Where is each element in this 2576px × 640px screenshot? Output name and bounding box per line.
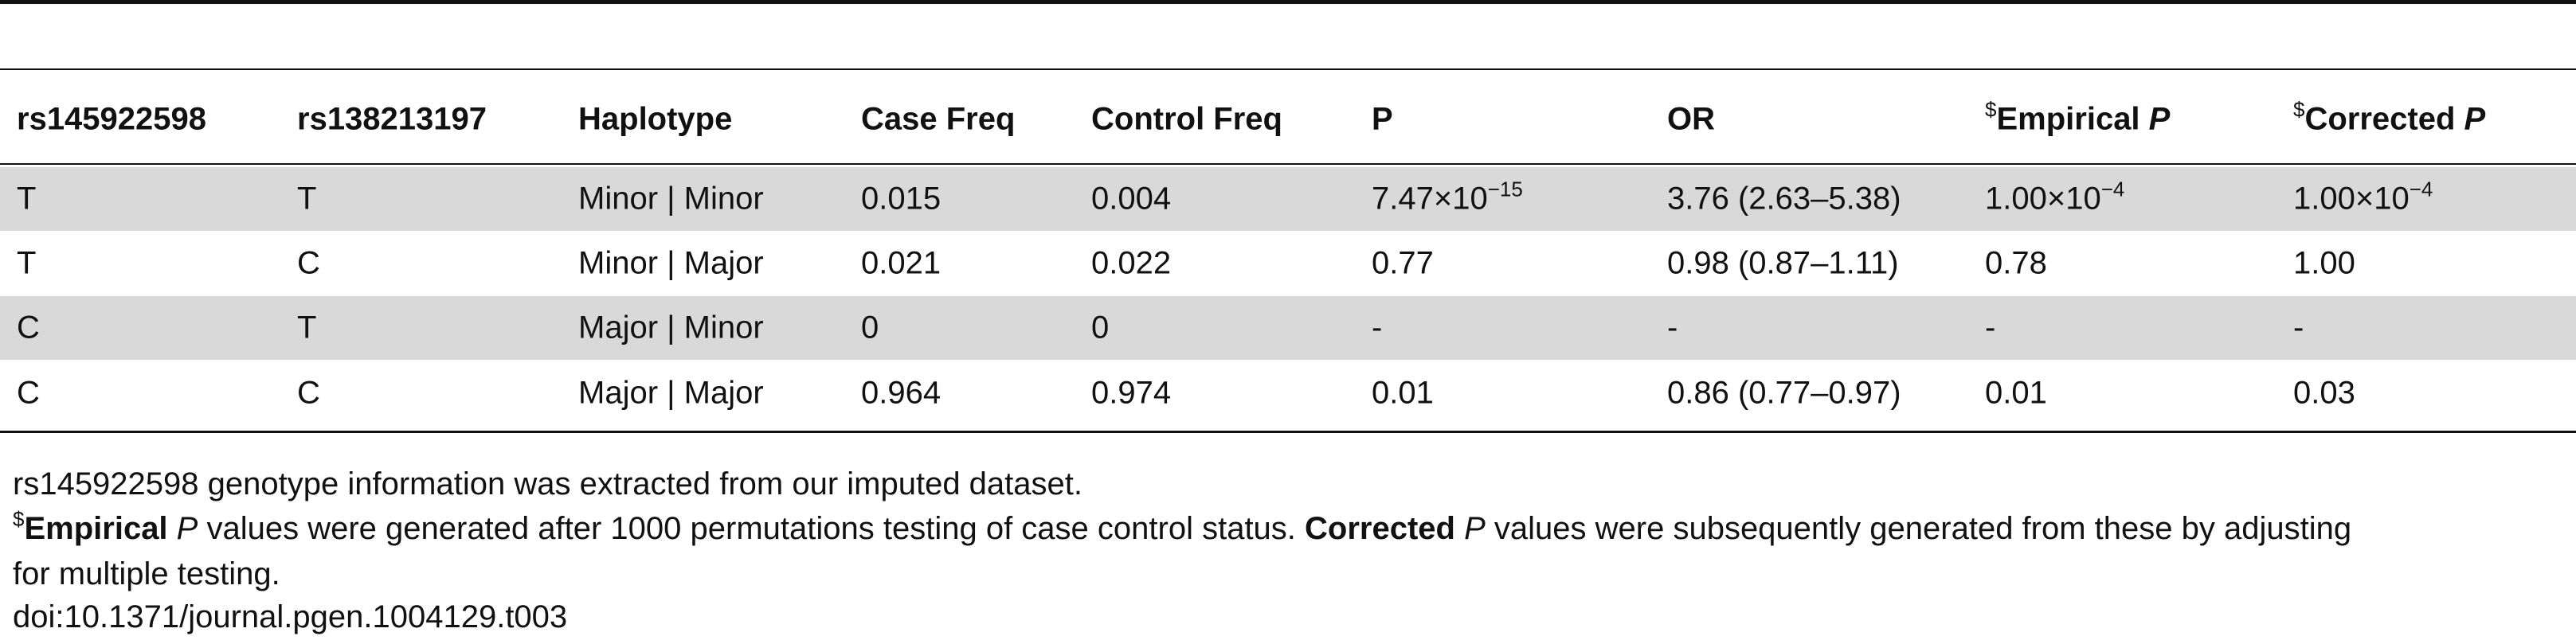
- header-cell: Case Freq: [861, 101, 1016, 137]
- text-run: 1.00×10: [1985, 181, 2101, 217]
- table-cell: C: [297, 245, 320, 281]
- table-cell: 0.004: [1091, 181, 1172, 217]
- table-cell: C: [17, 310, 40, 345]
- table-cell: T: [297, 181, 317, 217]
- header-cell: rs138213197: [297, 101, 487, 137]
- table-cell: 3.76 (2.63–5.38): [1667, 181, 1901, 217]
- table-cell: 0.01: [1372, 375, 1434, 411]
- table-cell: 1.00×10−4: [2293, 177, 2433, 217]
- table-cell: 0.015: [861, 181, 942, 217]
- text-run: P: [2464, 101, 2486, 137]
- header-cell: rs145922598: [17, 101, 207, 137]
- header-cell: $Corrected P: [2293, 100, 2486, 138]
- text-run: Empirical: [24, 511, 168, 546]
- rule: [0, 68, 2576, 70]
- table-cell: T: [17, 245, 37, 281]
- footnote: $Empirical P values were generated after…: [13, 506, 2351, 597]
- table-cell: 0.86 (0.77–0.97): [1667, 375, 1901, 411]
- text-run: Corrected: [1305, 511, 1455, 546]
- rule: [0, 163, 2576, 165]
- text-run: Empirical: [1996, 101, 2149, 137]
- text-run: P: [2148, 101, 2171, 137]
- table-cell: C: [297, 375, 320, 411]
- row-shade: [0, 167, 2576, 231]
- table-cell: 0.77: [1372, 245, 1434, 281]
- table-cell: T: [17, 181, 37, 217]
- table-cell: 1.00×10−4: [1985, 177, 2125, 217]
- table-cell: -: [1372, 310, 1383, 345]
- table-cell: Minor | Major: [578, 245, 764, 281]
- text-run: P: [1454, 511, 1486, 546]
- table-cell: -: [2293, 310, 2304, 345]
- text-run: $: [1985, 97, 1997, 122]
- table-cell: 0.01: [1985, 375, 2047, 411]
- text-run: $: [2293, 97, 2305, 122]
- text-run: −4: [2409, 177, 2433, 201]
- top-rule: [0, 0, 2576, 4]
- header-cell: $Empirical P: [1985, 100, 2171, 138]
- header-cell: OR: [1667, 101, 1715, 137]
- footnote: rs145922598 genotype information was ext…: [13, 466, 1083, 501]
- table-cell: 0: [861, 310, 879, 345]
- table-cell: 0.964: [861, 375, 942, 411]
- table-cell: Major | Major: [578, 375, 764, 411]
- text-run: Corrected: [2304, 101, 2464, 137]
- table-cell: 1.00: [2293, 245, 2355, 281]
- table-cell: 0.78: [1985, 245, 2047, 281]
- table-cell: -: [1667, 310, 1678, 345]
- table-cell: 0.974: [1091, 375, 1172, 411]
- table-cell: C: [17, 375, 40, 411]
- table-cell: 7.47×10−15: [1372, 177, 1523, 217]
- header-cell: Control Freq: [1091, 101, 1282, 137]
- doi: doi:10.1371/journal.pgen.1004129.t003: [13, 599, 568, 634]
- text-run: 7.47×10: [1372, 181, 1488, 217]
- text-run: −4: [2100, 177, 2125, 201]
- bottom-rule: [0, 431, 2576, 433]
- table-cell: T: [297, 310, 317, 345]
- table-cell: 0.022: [1091, 245, 1172, 281]
- table-cell: -: [1985, 310, 1996, 345]
- table-cell: Minor | Minor: [578, 181, 764, 217]
- text-run: values were subsequently generated from …: [1485, 511, 2352, 546]
- table-cell: 0.03: [2293, 375, 2355, 411]
- table-cell: 0.021: [861, 245, 942, 281]
- text-run: −15: [1487, 177, 1523, 201]
- table-cell: 0: [1091, 310, 1110, 345]
- header-cell: P: [1372, 101, 1393, 137]
- header-cell: Haplotype: [578, 101, 733, 137]
- text-run: 1.00×10: [2293, 181, 2410, 217]
- text-run: P: [167, 511, 198, 546]
- row-shade: [0, 296, 2576, 360]
- text-run: for multiple testing.: [13, 556, 280, 591]
- table-cell: Major | Minor: [578, 310, 764, 345]
- text-run: $: [13, 507, 25, 531]
- text-run: values were generated after 1000 permuta…: [198, 511, 1306, 546]
- table-cell: 0.98 (0.87–1.11): [1667, 245, 1899, 281]
